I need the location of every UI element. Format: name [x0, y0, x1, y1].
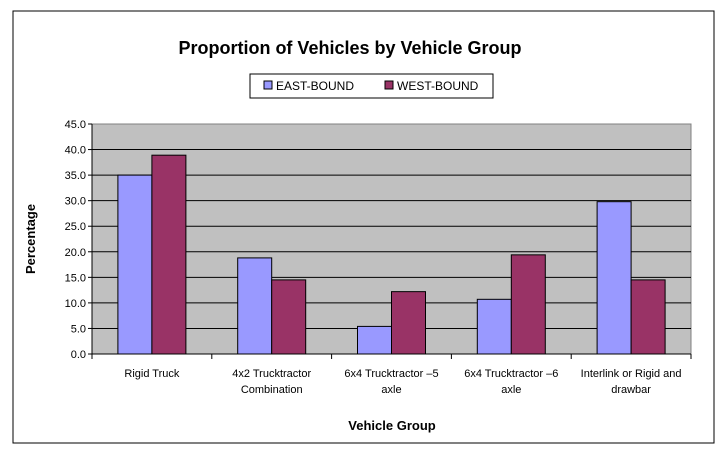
x-tick-label: 6x4 Trucktractor –5 — [344, 368, 438, 380]
x-tick-label: Interlink or Rigid and — [581, 368, 682, 380]
y-axis-title: Percentage — [23, 204, 38, 274]
y-tick-label: 10.0 — [65, 298, 86, 310]
y-tick-label: 0.0 — [71, 349, 86, 361]
legend-swatch — [384, 80, 394, 90]
x-axis-title: Vehicle Group — [348, 418, 435, 433]
y-tick-label: 25.0 — [65, 221, 86, 233]
y-tick-label: 15.0 — [65, 272, 86, 284]
chart-title: Proportion of Vehicles by Vehicle Group — [178, 38, 521, 58]
bar-west-bound — [151, 154, 187, 355]
x-tick-label: Rigid Truck — [124, 368, 180, 380]
x-tick-label: Combination — [241, 384, 303, 396]
bar-east-bound — [117, 174, 153, 355]
x-tick-label: 6x4 Trucktractor –6 — [464, 368, 558, 380]
y-tick-label: 40.0 — [65, 145, 86, 157]
y-tick-label: 5.0 — [71, 323, 86, 335]
x-tick-label: drawbar — [611, 384, 651, 396]
bar-west-bound — [630, 279, 666, 355]
bar-west-bound — [271, 279, 307, 355]
y-tick-label: 20.0 — [65, 247, 86, 259]
legend-swatch — [263, 80, 273, 90]
legend-label: WEST-BOUND — [397, 79, 479, 93]
y-tick-label: 45.0 — [65, 119, 86, 131]
legend-label: EAST-BOUND — [276, 79, 354, 93]
x-tick-label: axle — [501, 384, 521, 396]
bar-east-bound — [476, 298, 512, 355]
plot-area — [91, 123, 692, 355]
bar-east-bound — [237, 257, 273, 355]
y-tick-label: 35.0 — [65, 170, 86, 182]
legend-box — [249, 73, 494, 99]
x-tick-label: 4x2 Trucktractor — [232, 368, 311, 380]
x-tick-label: axle — [381, 384, 401, 396]
y-tick-label: 30.0 — [65, 196, 86, 208]
bar-east-bound — [357, 325, 392, 355]
bar-west-bound — [510, 254, 546, 355]
bar-west-bound — [391, 291, 426, 355]
legend: EAST-BOUND WEST-BOUND — [249, 73, 494, 99]
bar-east-bound — [596, 201, 632, 355]
